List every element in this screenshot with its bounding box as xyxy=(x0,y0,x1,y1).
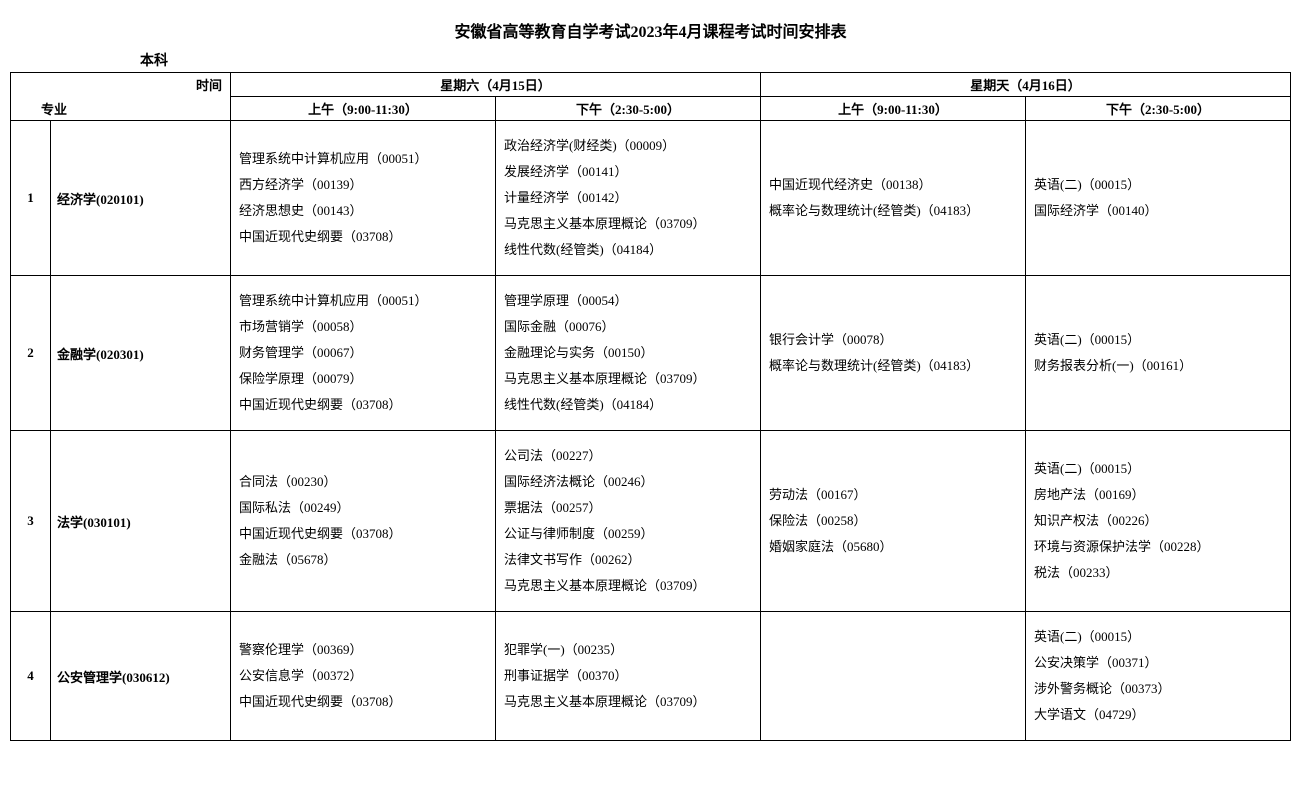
course-item: 刑事证据学（00370） xyxy=(504,663,752,689)
major-cell: 经济学(020101) xyxy=(51,121,231,276)
course-item: 中国近现代史纲要（03708） xyxy=(239,689,487,715)
course-item: 金融理论与实务（00150） xyxy=(504,340,752,366)
course-item: 马克思主义基本原理概论（03709） xyxy=(504,211,752,237)
course-item: 票据法（00257） xyxy=(504,495,752,521)
course-item: 税法（00233） xyxy=(1034,560,1282,586)
course-item: 英语(二)（00015） xyxy=(1034,456,1282,482)
major-cell: 法学(030101) xyxy=(51,431,231,612)
course-item: 英语(二)（00015） xyxy=(1034,624,1282,650)
course-cell: 英语(二)（00015）国际经济学（00140） xyxy=(1026,121,1291,276)
course-item: 中国近现代史纲要（03708） xyxy=(239,392,487,418)
course-item: 警察伦理学（00369） xyxy=(239,637,487,663)
course-item: 马克思主义基本原理概论（03709） xyxy=(504,689,752,715)
course-cell: 犯罪学(一)（00235）刑事证据学（00370）马克思主义基本原理概论（037… xyxy=(496,612,761,741)
course-item: 计量经济学（00142） xyxy=(504,185,752,211)
page-title: 安徽省高等教育自学考试2023年4月课程考试时间安排表 xyxy=(10,10,1291,50)
course-item: 环境与资源保护法学（00228） xyxy=(1034,534,1282,560)
course-cell: 英语(二)（00015）公安决策学（00371）涉外警务概论（00373）大学语… xyxy=(1026,612,1291,741)
row-number: 2 xyxy=(11,276,51,431)
table-row: 1经济学(020101)管理系统中计算机应用（00051）西方经济学（00139… xyxy=(11,121,1291,276)
row-number: 4 xyxy=(11,612,51,741)
course-cell: 劳动法（00167）保险法（00258）婚姻家庭法（05680） xyxy=(761,431,1026,612)
level-label: 本科 xyxy=(10,50,1291,70)
header-sun-am: 上午（9:00-11:30） xyxy=(761,97,1026,121)
course-cell: 管理系统中计算机应用（00051）市场营销学（00058）财务管理学（00067… xyxy=(231,276,496,431)
course-item: 银行会计学（00078） xyxy=(769,327,1017,353)
course-cell: 合同法（00230）国际私法（00249）中国近现代史纲要（03708）金融法（… xyxy=(231,431,496,612)
course-item: 法律文书写作（00262） xyxy=(504,547,752,573)
course-item: 财务报表分析(一)（00161） xyxy=(1034,353,1282,379)
course-item: 国际经济法概论（00246） xyxy=(504,469,752,495)
course-cell: 英语(二)（00015）房地产法（00169）知识产权法（00226）环境与资源… xyxy=(1026,431,1291,612)
schedule-table: 专业 时间 星期六（4月15日） 星期天（4月16日） 上午（9:00-11:3… xyxy=(10,72,1291,741)
header-sat-am: 上午（9:00-11:30） xyxy=(231,97,496,121)
course-item: 劳动法（00167） xyxy=(769,482,1017,508)
course-item: 公安信息学（00372） xyxy=(239,663,487,689)
course-item: 知识产权法（00226） xyxy=(1034,508,1282,534)
table-row: 4公安管理学(030612)警察伦理学（00369）公安信息学（00372）中国… xyxy=(11,612,1291,741)
course-item: 合同法（00230） xyxy=(239,469,487,495)
course-item: 公安决策学（00371） xyxy=(1034,650,1282,676)
major-cell: 公安管理学(030612) xyxy=(51,612,231,741)
course-item: 政治经济学(财经类)（00009） xyxy=(504,133,752,159)
course-item: 发展经济学（00141） xyxy=(504,159,752,185)
course-item: 线性代数(经管类)（04184） xyxy=(504,237,752,263)
course-item: 保险学原理（00079） xyxy=(239,366,487,392)
course-cell: 公司法（00227）国际经济法概论（00246）票据法（00257）公证与律师制… xyxy=(496,431,761,612)
course-item: 大学语文（04729） xyxy=(1034,702,1282,728)
header-sat-pm: 下午（2:30-5:00） xyxy=(496,97,761,121)
course-cell: 管理系统中计算机应用（00051）西方经济学（00139）经济思想史（00143… xyxy=(231,121,496,276)
course-item: 管理系统中计算机应用（00051） xyxy=(239,146,487,172)
course-cell xyxy=(761,612,1026,741)
course-item: 中国近现代史纲要（03708） xyxy=(239,224,487,250)
row-number: 1 xyxy=(11,121,51,276)
table-row: 2金融学(020301)管理系统中计算机应用（00051）市场营销学（00058… xyxy=(11,276,1291,431)
major-cell: 金融学(020301) xyxy=(51,276,231,431)
course-item: 国际经济学（00140） xyxy=(1034,198,1282,224)
course-item: 房地产法（00169） xyxy=(1034,482,1282,508)
course-item: 公证与律师制度（00259） xyxy=(504,521,752,547)
header-major-time: 专业 时间 xyxy=(11,73,231,121)
course-cell: 管理学原理（00054）国际金融（00076）金融理论与实务（00150）马克思… xyxy=(496,276,761,431)
table-row: 3法学(030101)合同法（00230）国际私法（00249）中国近现代史纲要… xyxy=(11,431,1291,612)
row-number: 3 xyxy=(11,431,51,612)
course-item: 马克思主义基本原理概论（03709） xyxy=(504,573,752,599)
major-label: 专业 xyxy=(41,99,67,118)
course-item: 概率论与数理统计(经管类)（04183） xyxy=(769,353,1017,379)
course-item: 市场营销学（00058） xyxy=(239,314,487,340)
course-item: 管理系统中计算机应用（00051） xyxy=(239,288,487,314)
course-item: 马克思主义基本原理概论（03709） xyxy=(504,366,752,392)
course-item: 西方经济学（00139） xyxy=(239,172,487,198)
course-item: 涉外警务概论（00373） xyxy=(1034,676,1282,702)
course-item: 金融法（05678） xyxy=(239,547,487,573)
course-item: 保险法（00258） xyxy=(769,508,1017,534)
course-item: 财务管理学（00067） xyxy=(239,340,487,366)
header-row-days: 专业 时间 星期六（4月15日） 星期天（4月16日） xyxy=(11,73,1291,97)
course-item: 婚姻家庭法（05680） xyxy=(769,534,1017,560)
course-cell: 英语(二)（00015）财务报表分析(一)（00161） xyxy=(1026,276,1291,431)
header-day2: 星期天（4月16日） xyxy=(761,73,1291,97)
course-item: 公司法（00227） xyxy=(504,443,752,469)
course-item: 中国近现代经济史（00138） xyxy=(769,172,1017,198)
header-sun-pm: 下午（2:30-5:00） xyxy=(1026,97,1291,121)
course-cell: 警察伦理学（00369）公安信息学（00372）中国近现代史纲要（03708） xyxy=(231,612,496,741)
header-day1: 星期六（4月15日） xyxy=(231,73,761,97)
course-item: 管理学原理（00054） xyxy=(504,288,752,314)
course-item: 中国近现代史纲要（03708） xyxy=(239,521,487,547)
course-cell: 中国近现代经济史（00138）概率论与数理统计(经管类)（04183） xyxy=(761,121,1026,276)
time-label: 时间 xyxy=(196,75,222,94)
course-item: 经济思想史（00143） xyxy=(239,198,487,224)
course-item: 英语(二)（00015） xyxy=(1034,172,1282,198)
course-item: 国际金融（00076） xyxy=(504,314,752,340)
course-item: 国际私法（00249） xyxy=(239,495,487,521)
course-cell: 银行会计学（00078）概率论与数理统计(经管类)（04183） xyxy=(761,276,1026,431)
course-item: 犯罪学(一)（00235） xyxy=(504,637,752,663)
course-cell: 政治经济学(财经类)（00009）发展经济学（00141）计量经济学（00142… xyxy=(496,121,761,276)
course-item: 英语(二)（00015） xyxy=(1034,327,1282,353)
course-item: 线性代数(经管类)（04184） xyxy=(504,392,752,418)
course-item: 概率论与数理统计(经管类)（04183） xyxy=(769,198,1017,224)
